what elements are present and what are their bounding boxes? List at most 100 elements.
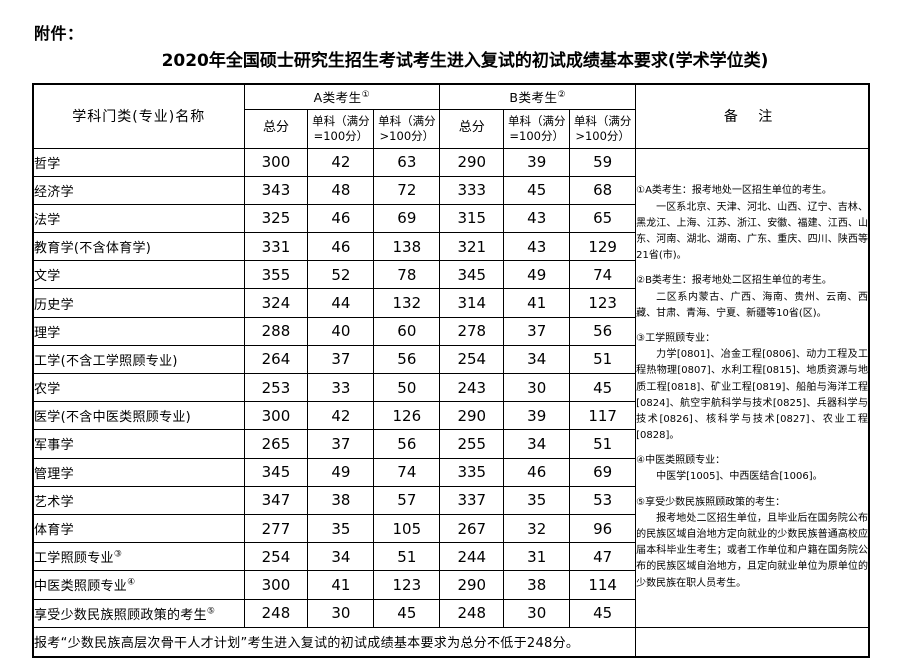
cell-a-total: 300 bbox=[243, 147, 309, 177]
cell-a-eq: 40 bbox=[307, 316, 375, 346]
row-subject-name: 艺术学 bbox=[32, 485, 245, 515]
note-block: ③工学照顾专业： 力学[0801]、冶金工程[0806]、动力工程及工程热物理[0… bbox=[636, 331, 868, 444]
cell-b-eq: 46 bbox=[503, 457, 571, 487]
row-subject-name: 法学 bbox=[32, 203, 245, 234]
column-header-a-single-eq: 单科（满分 =100分） bbox=[307, 108, 375, 149]
b-single-gt-line2: >100分） bbox=[575, 128, 630, 143]
score-requirements-table: 学科门类(专业)名称 A类考生① B类考生② 备 注 总分 单科（满分 =100… bbox=[32, 83, 870, 658]
cell-a-gt: 126 bbox=[373, 401, 441, 431]
cell-a-total: 254 bbox=[243, 542, 309, 572]
row-subject-name: 中医类照顾专业④ bbox=[32, 570, 245, 600]
cell-a-gt: 60 bbox=[373, 316, 441, 346]
note-block: ⑤享受少数民族照顾政策的考生： 报考地处二区招生单位，且毕业后在国务院公布的民族区… bbox=[636, 495, 868, 592]
cell-b-eq: 43 bbox=[503, 203, 571, 234]
row-subject-mark: ④ bbox=[127, 578, 136, 589]
table-row: 医学(不含中医类照顾专业) 300 42 126 290 39 117 bbox=[32, 401, 869, 431]
row-subject-name: 体育学 bbox=[32, 513, 245, 544]
cell-b-gt: 129 bbox=[569, 232, 637, 262]
cell-b-eq: 31 bbox=[503, 542, 571, 572]
cell-b-gt: 69 bbox=[569, 457, 637, 487]
cell-b-gt: 117 bbox=[569, 401, 637, 431]
cell-b-eq: 30 bbox=[503, 372, 571, 403]
cell-b-gt: 51 bbox=[569, 429, 637, 459]
cell-b-total: 345 bbox=[439, 260, 505, 290]
cell-b-total: 333 bbox=[439, 175, 505, 205]
column-header-b-single-gt: 单科（满分 >100分） bbox=[569, 108, 637, 149]
table-row: 法学 325 46 69 315 43 65 bbox=[32, 203, 869, 234]
cell-b-eq: 49 bbox=[503, 260, 571, 290]
cell-a-gt: 56 bbox=[373, 429, 441, 459]
table-row: 工学(不含工学照顾专业) 264 37 56 254 34 51 bbox=[32, 344, 869, 375]
row-subject-mark: ③ bbox=[113, 549, 123, 560]
note-heading: ③工学照顾专业： bbox=[636, 332, 716, 344]
group-b-label: B类考生 bbox=[509, 90, 558, 106]
cell-b-eq: 39 bbox=[503, 147, 571, 177]
cell-a-eq: 41 bbox=[307, 570, 375, 600]
cell-a-eq: 38 bbox=[307, 485, 375, 515]
a-single-gt-line2: >100分） bbox=[379, 128, 435, 143]
table-row: 历史学 324 44 132 314 41 123 bbox=[32, 288, 869, 318]
cell-a-total: 300 bbox=[243, 401, 309, 431]
notes-cell: ①A类考生：报考地处一区招生单位的考生。 一区系北京、天津、河北、山西、辽宁、吉林… bbox=[635, 147, 870, 628]
note-heading: ②B类考生：报考地处二区招生单位的考生。 bbox=[636, 275, 832, 287]
cell-b-eq: 35 bbox=[503, 485, 571, 515]
cell-b-total: 254 bbox=[439, 344, 505, 375]
row-subject-name: 经济学 bbox=[32, 175, 245, 205]
b-single-eq-line1: 单科（满分 bbox=[507, 114, 566, 129]
row-subject-label: 享受少数民族照顾政策的考生 bbox=[34, 607, 207, 623]
cell-a-total: 347 bbox=[243, 485, 309, 515]
table-header-sub-row: 总分 单科（满分 =100分） 单科（满分 >100分） 总分 单科（满分 =1… bbox=[33, 108, 869, 149]
attachment-label: 附件： bbox=[34, 24, 84, 43]
note-body: 报考地处二区招生单位，且毕业后在国务院公布的民族区域自治地方定向就业的少数民族普… bbox=[636, 512, 868, 589]
document-page: 附件： 2020年全国硕士研究生招生考试考生进入复试的初试成绩基本要求(学术学位… bbox=[32, 24, 870, 658]
cell-a-gt: 132 bbox=[373, 288, 441, 318]
cell-b-total: 290 bbox=[439, 570, 505, 600]
cell-a-eq: 37 bbox=[307, 344, 375, 375]
note-heading: ④中医类照顾专业： bbox=[636, 455, 726, 467]
cell-b-total: 278 bbox=[439, 316, 505, 346]
cell-b-total: 244 bbox=[439, 542, 505, 572]
cell-b-total: 255 bbox=[439, 429, 505, 459]
b-single-gt-line1: 单科（满分 bbox=[573, 114, 632, 129]
table-row: 享受少数民族照顾政策的考生⑤ 248 30 45 248 30 45 bbox=[32, 598, 869, 628]
table-row: 经济学 343 48 72 333 45 68 bbox=[32, 175, 869, 205]
row-subject-name: 文学 bbox=[32, 260, 245, 290]
table-body: 哲学 300 42 63 290 39 59 ①A类考生：报考地处一区招生单位的考生。 一区系北… bbox=[32, 147, 870, 628]
footer-note-text: 报考“少数民族高层次骨干人才计划”考生进入复试的初试成绩基本要求为总分不低于24… bbox=[32, 626, 637, 658]
row-subject-name: 享受少数民族照顾政策的考生⑤ bbox=[32, 598, 245, 628]
table-row: 哲学 300 42 63 290 39 59 ①A类考生：报考地处一区招生单位的考生。 一区系北… bbox=[32, 147, 870, 628]
cell-a-total: 331 bbox=[243, 232, 309, 262]
a-single-eq-line1: 单科（满分 bbox=[312, 114, 370, 129]
b-single-eq-line2: =100分） bbox=[509, 128, 564, 143]
score-requirements-table-wrapper: 学科门类(专业)名称 A类考生① B类考生② 备 注 总分 单科（满分 =100… bbox=[32, 83, 870, 658]
note-block: ①A类考生：报考地处一区招生单位的考生。 一区系北京、天津、河北、山西、辽宁、吉林… bbox=[636, 183, 868, 264]
cell-a-eq: 49 bbox=[307, 457, 375, 487]
table-header-group-row: 学科门类(专业)名称 A类考生① B类考生② 备 注 bbox=[32, 83, 870, 149]
cell-a-gt: 56 bbox=[373, 344, 441, 375]
cell-a-total: 300 bbox=[243, 570, 309, 600]
column-header-subject: 学科门类(专业)名称 bbox=[32, 83, 245, 149]
cell-a-eq: 52 bbox=[307, 260, 375, 290]
column-header-a-total: 总分 bbox=[243, 108, 309, 149]
a-single-gt-line1: 单科（满分 bbox=[378, 114, 436, 129]
cell-a-total: 265 bbox=[243, 429, 309, 459]
cell-a-eq: 37 bbox=[307, 429, 375, 459]
note-body: 力学[0801]、冶金工程[0806]、动力工程及工程热物理[0807]、水利工… bbox=[636, 349, 868, 442]
cell-a-total: 343 bbox=[243, 175, 309, 205]
cell-a-eq: 46 bbox=[307, 232, 375, 262]
cell-a-gt: 57 bbox=[373, 485, 441, 515]
cell-a-gt: 123 bbox=[373, 570, 441, 600]
table-footer: 报考“少数民族高层次骨干人才计划”考生进入复试的初试成绩基本要求为总分不低于24… bbox=[32, 626, 869, 658]
cell-b-total: 290 bbox=[439, 401, 505, 431]
cell-a-total: 277 bbox=[243, 513, 309, 544]
cell-a-eq: 30 bbox=[307, 598, 375, 628]
cell-b-gt: 68 bbox=[569, 175, 637, 205]
column-header-a-single-gt: 单科（满分 >100分） bbox=[373, 108, 441, 149]
cell-b-eq: 34 bbox=[503, 344, 571, 375]
row-subject-name: 管理学 bbox=[32, 457, 245, 487]
row-subject-label: 工学照顾专业 bbox=[34, 551, 114, 567]
cell-a-gt: 51 bbox=[373, 542, 441, 572]
row-subject-name: 医学(不含中医类照顾专业) bbox=[32, 401, 245, 431]
note-heading: ①A类考生：报考地处一区招生单位的考生。 bbox=[636, 185, 832, 197]
cell-b-total: 314 bbox=[439, 288, 505, 318]
